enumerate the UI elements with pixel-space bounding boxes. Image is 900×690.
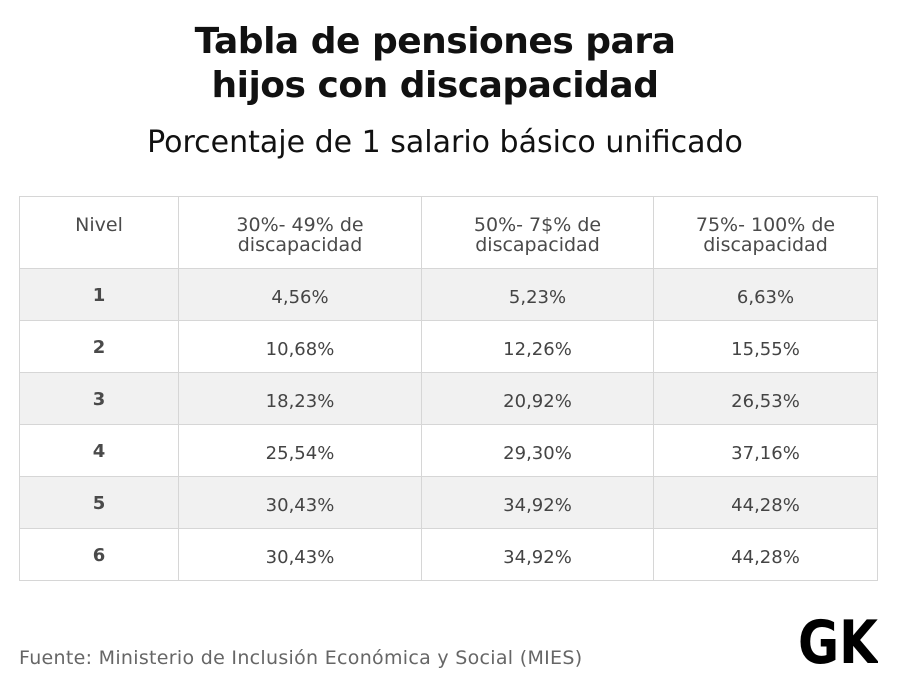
table-cell: 10,68% [178,320,422,373]
page-title: Tabla de pensiones para hijos con discap… [0,20,870,108]
column-header-50-74: 50%- 7$% de discapacidad [421,196,654,269]
table-row: 5 30,43% 34,92% 44,28% [19,476,878,529]
nivel-cell: 5 [19,476,179,529]
table-cell: 44,28% [653,476,878,529]
table-row: 4 25,54% 29,30% 37,16% [19,424,878,477]
pension-table: Nivel 30%- 49% de discapacidad 50%- 7$% … [19,196,878,581]
gk-logo-text: GK [798,611,878,667]
table-cell: 18,23% [178,372,422,425]
table-cell: 15,55% [653,320,878,373]
column-header-30-49: 30%- 49% de discapacidad [178,196,422,269]
table-row: 1 4,56% 5,23% 6,63% [19,268,878,321]
table-cell: 30,43% [178,528,422,581]
table-cell: 26,53% [653,372,878,425]
title-line-2: hijos con discapacidad [211,65,659,106]
table-row: 3 18,23% 20,92% 26,53% [19,372,878,425]
table-cell: 37,16% [653,424,878,477]
table-cell: 34,92% [421,476,654,529]
table-cell: 25,54% [178,424,422,477]
nivel-cell: 4 [19,424,179,477]
table-cell: 6,63% [653,268,878,321]
table-cell: 30,43% [178,476,422,529]
nivel-cell: 6 [19,528,179,581]
page-subtitle: Porcentaje de 1 salario básico unificado [147,125,743,160]
table-cell: 29,30% [421,424,654,477]
table-header-row: Nivel 30%- 49% de discapacidad 50%- 7$% … [19,196,878,269]
nivel-cell: 2 [19,320,179,373]
column-header-75-100: 75%- 100% de discapacidad [653,196,878,269]
nivel-cell: 1 [19,268,179,321]
source-note: Fuente: Ministerio de Inclusión Económic… [19,647,583,669]
nivel-cell: 3 [19,372,179,425]
table-row: 2 10,68% 12,26% 15,55% [19,320,878,373]
table-cell: 20,92% [421,372,654,425]
title-line-1: Tabla de pensiones para [194,21,676,62]
table-cell: 12,26% [421,320,654,373]
table-row: 6 30,43% 34,92% 44,28% [19,528,878,581]
table-cell: 34,92% [421,528,654,581]
table-cell: 5,23% [421,268,654,321]
table-cell: 44,28% [653,528,878,581]
column-header-nivel: Nivel [19,196,179,269]
gk-logo: GK [798,611,878,667]
table-cell: 4,56% [178,268,422,321]
